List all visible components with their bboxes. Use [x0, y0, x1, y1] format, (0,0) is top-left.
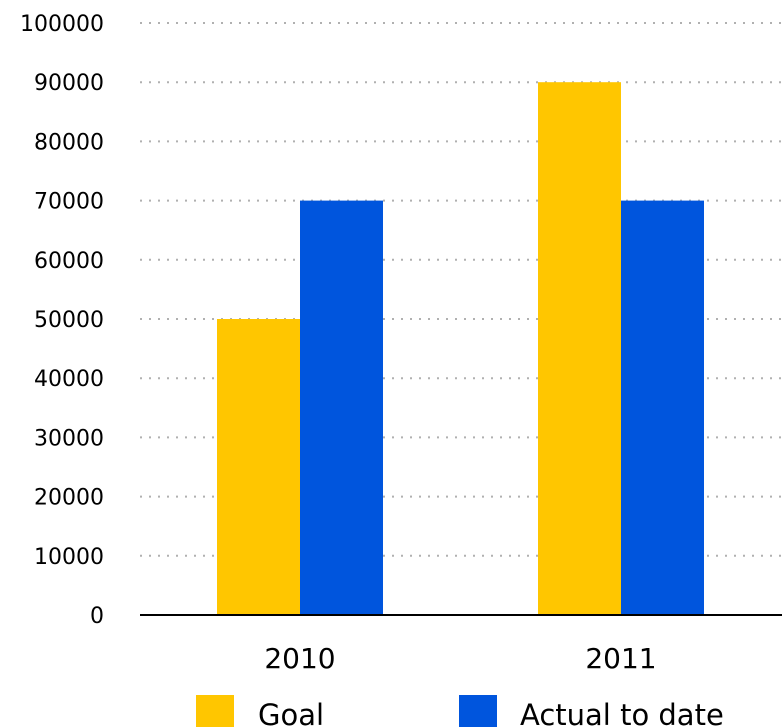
bar-actual-2011 [621, 200, 704, 615]
legend: Goal Actual to date [196, 695, 724, 727]
y-tick-label: 100000 [20, 12, 104, 37]
legend-label: Goal [258, 698, 324, 727]
bar-actual-2010 [300, 200, 383, 615]
y-tick-label: 80000 [34, 130, 104, 155]
x-category-label: 2010 [264, 642, 335, 675]
x-axis-category-labels: 2010 2011 [264, 642, 656, 675]
y-tick-label: 30000 [34, 426, 104, 451]
bars [217, 82, 704, 615]
bar-goal-2011 [538, 82, 621, 615]
y-tick-label: 50000 [34, 308, 104, 333]
legend-swatch [459, 695, 497, 727]
x-category-label: 2011 [585, 642, 656, 675]
y-tick-label: 0 [90, 604, 104, 629]
y-tick-label: 10000 [34, 545, 104, 570]
bar-goal-2010 [217, 319, 300, 615]
y-tick-label: 60000 [34, 249, 104, 274]
legend-swatch [196, 695, 234, 727]
y-tick-label: 70000 [34, 190, 104, 215]
y-axis-tick-labels: 0 10000 20000 30000 40000 50000 60000 70000 8000… [20, 12, 104, 629]
y-tick-label: 20000 [34, 486, 104, 511]
y-tick-label: 90000 [34, 71, 104, 96]
legend-label: Actual to date [520, 698, 724, 727]
y-tick-label: 40000 [34, 367, 104, 392]
